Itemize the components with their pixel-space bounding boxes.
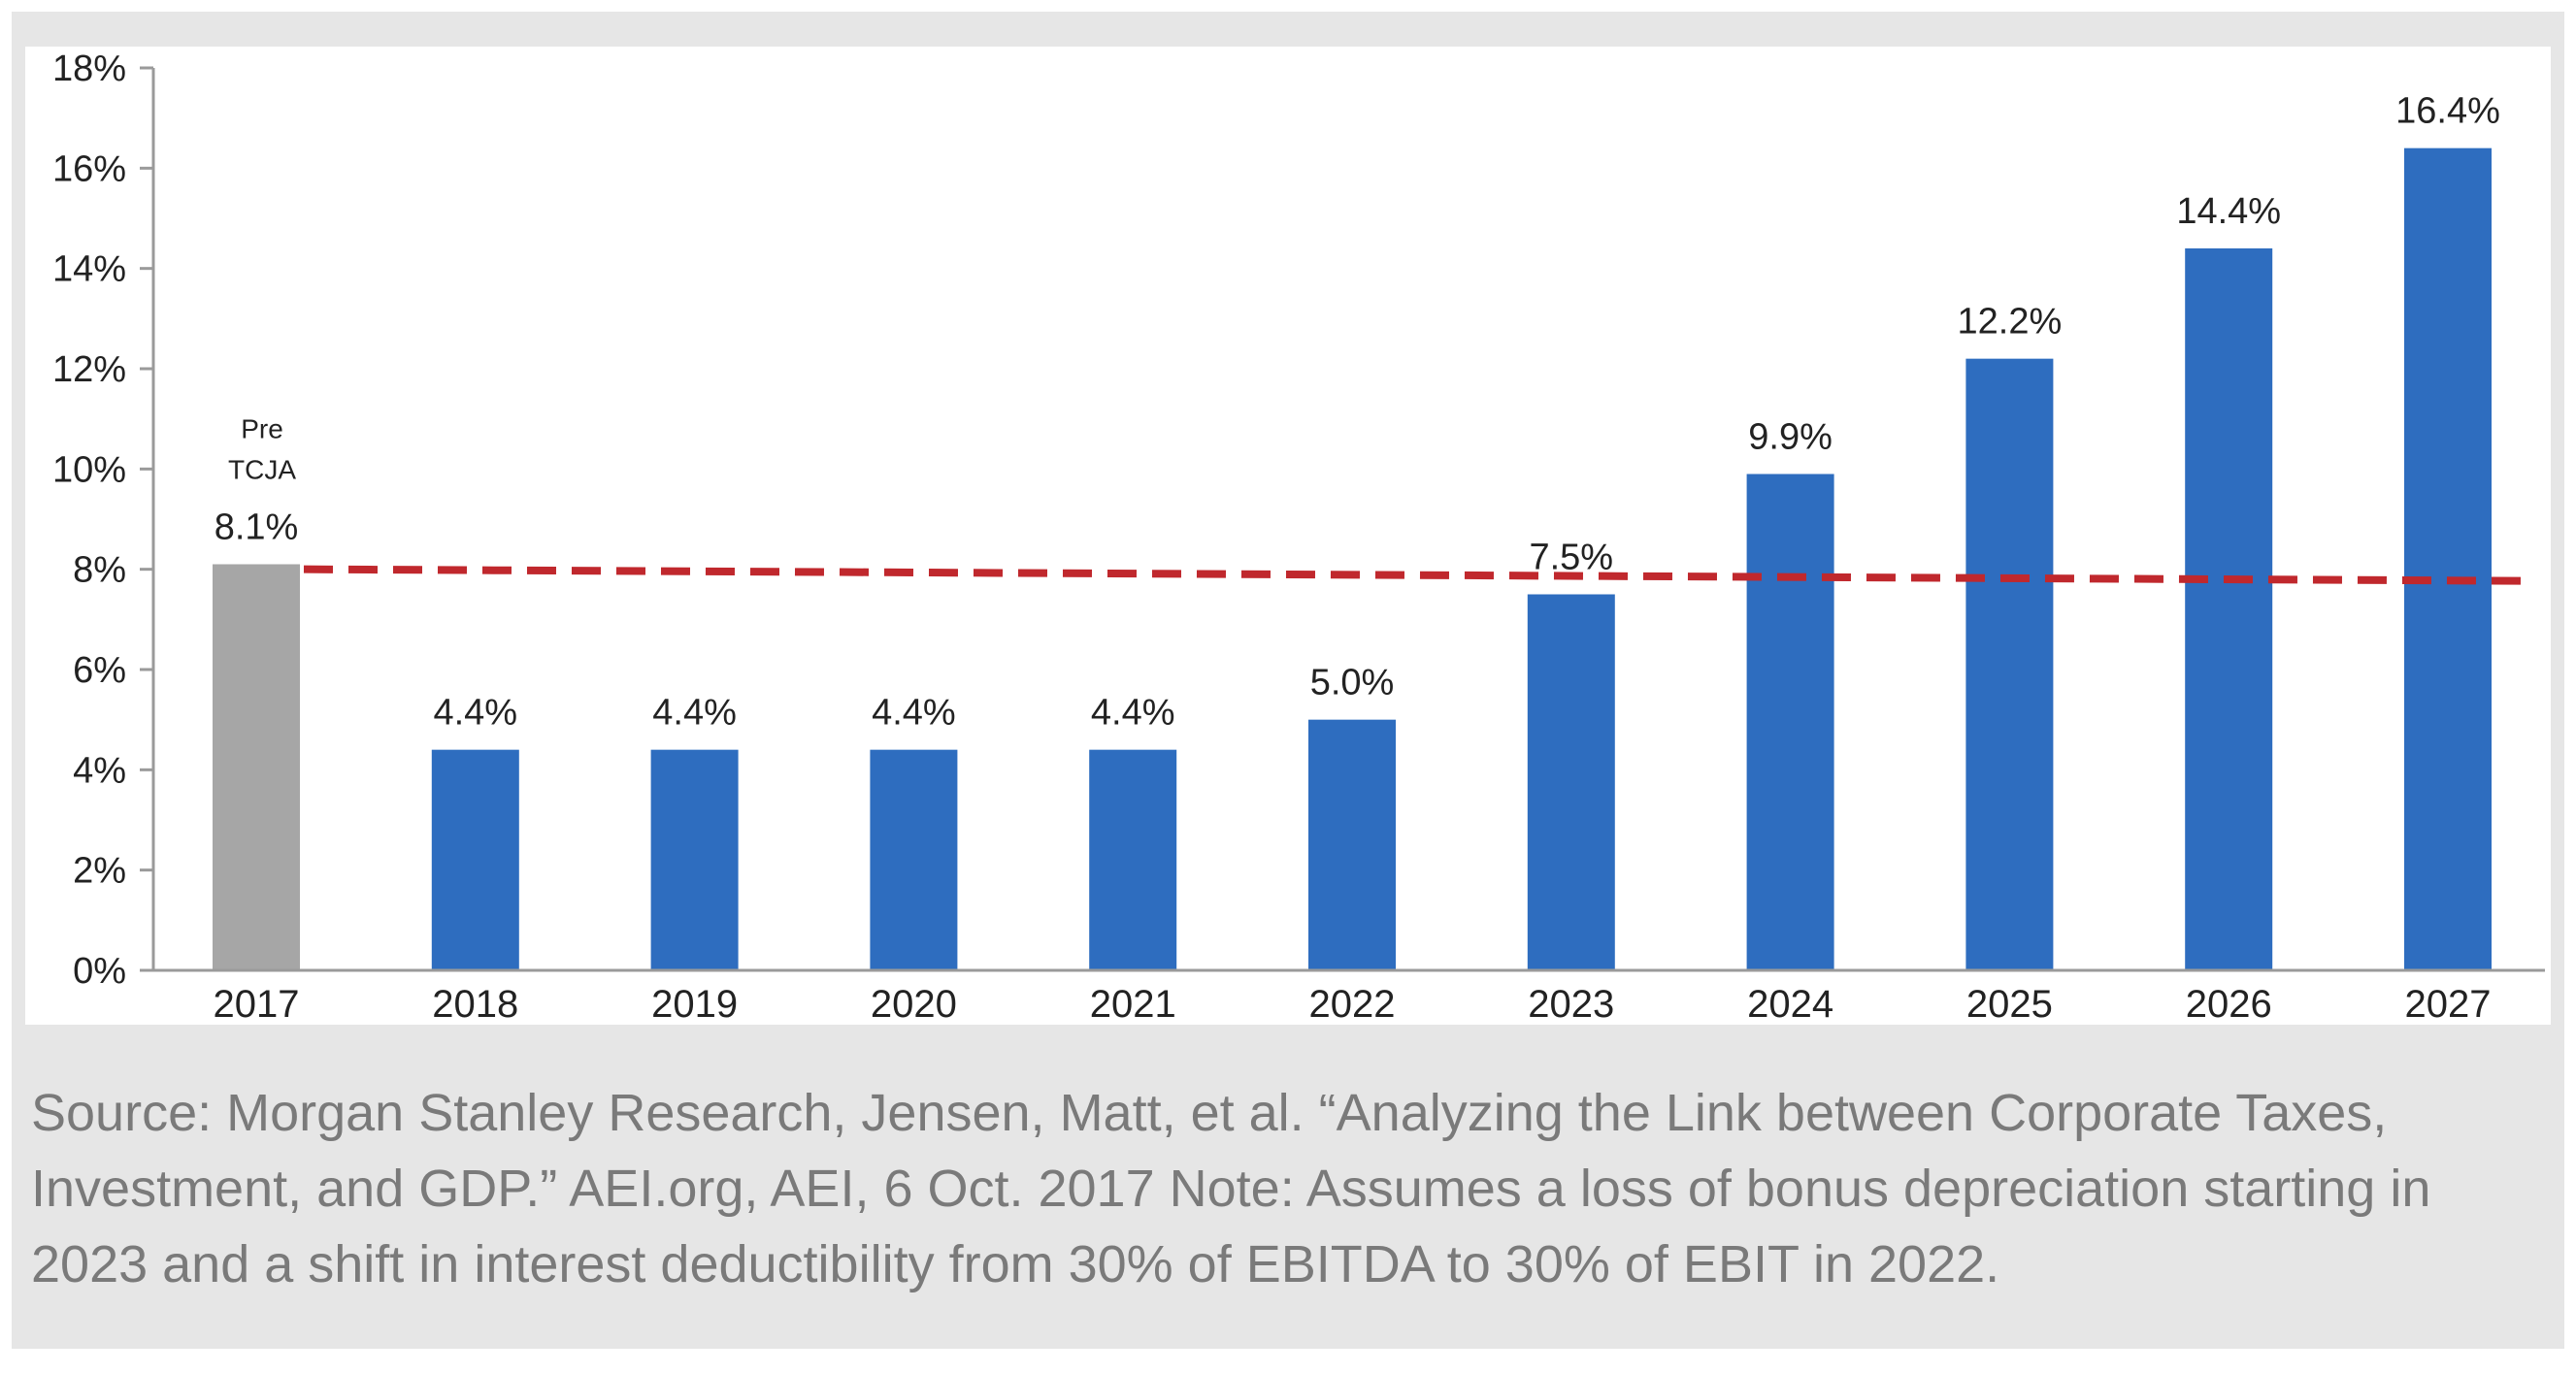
y-tick-label: 2% <box>73 851 126 892</box>
x-tick-label: 2017 <box>214 983 300 1025</box>
annotation-label: Pre <box>241 414 283 444</box>
data-label: 4.4% <box>872 693 956 734</box>
x-tick-label: 2026 <box>2186 983 2272 1025</box>
x-tick-label: 2024 <box>1747 983 1833 1025</box>
bar-2019 <box>650 749 739 970</box>
y-tick-label: 0% <box>73 951 126 992</box>
x-tick-label: 2020 <box>871 983 957 1025</box>
bar-2018 <box>431 749 519 970</box>
x-tick-label: 2018 <box>432 983 518 1025</box>
reference-line <box>303 565 2526 585</box>
data-label: 4.4% <box>433 693 517 734</box>
data-label: 12.2% <box>1958 302 2063 343</box>
data-label: 9.9% <box>1748 417 1833 458</box>
bar-2024 <box>1746 474 1834 970</box>
y-tick-label: 4% <box>73 750 126 791</box>
data-label: 14.4% <box>2176 191 2281 232</box>
bar-2022 <box>1308 719 1396 970</box>
x-tick-label: 2022 <box>1309 983 1396 1025</box>
source-note: Source: Morgan Stanley Research, Jensen,… <box>31 1084 2431 1293</box>
data-label: 4.4% <box>1091 693 1175 734</box>
x-tick-label: 2021 <box>1090 983 1176 1025</box>
y-tick-label: 16% <box>52 148 126 189</box>
chart-area: 0% 2% 4% 6% 8% 10% 12% 14% 16% 18% 2017 2018 2019 202… <box>25 47 2551 1025</box>
y-tick-label: 8% <box>73 550 126 591</box>
bar-2020 <box>870 749 958 970</box>
data-label: 8.1% <box>215 507 299 548</box>
bar-chart: 0% 2% 4% 6% 8% 10% 12% 14% 16% 18% 2017 2018 2019 202… <box>52 49 2545 1025</box>
x-tick-label: 2019 <box>651 983 738 1025</box>
annotation-label: TCJA <box>228 455 296 485</box>
y-tick-label: 14% <box>52 249 126 290</box>
y-tick-label: 10% <box>52 449 126 490</box>
data-label: 4.4% <box>652 693 737 734</box>
bar-2017 <box>213 564 300 970</box>
bar-2025 <box>1965 358 2054 971</box>
bar-2021 <box>1089 749 1177 970</box>
data-label: 5.0% <box>1310 663 1395 703</box>
y-tick-label: 18% <box>52 49 126 89</box>
data-label: 16.4% <box>2395 91 2500 132</box>
bar-2026 <box>2185 248 2273 970</box>
y-tick-label: 12% <box>52 349 126 390</box>
chart-frame: 0% 2% 4% 6% 8% 10% 12% 14% 16% 18% 2017 2018 2019 202… <box>12 12 2564 1349</box>
x-tick-label: 2027 <box>2405 983 2492 1025</box>
y-tick-label: 6% <box>73 650 126 691</box>
x-tick-label: 2023 <box>1528 983 1614 1025</box>
data-label: 7.5% <box>1529 538 1613 578</box>
bar-2023 <box>1527 594 1615 970</box>
x-tick-label: 2025 <box>1966 983 2053 1025</box>
bar-2027 <box>2404 147 2492 971</box>
